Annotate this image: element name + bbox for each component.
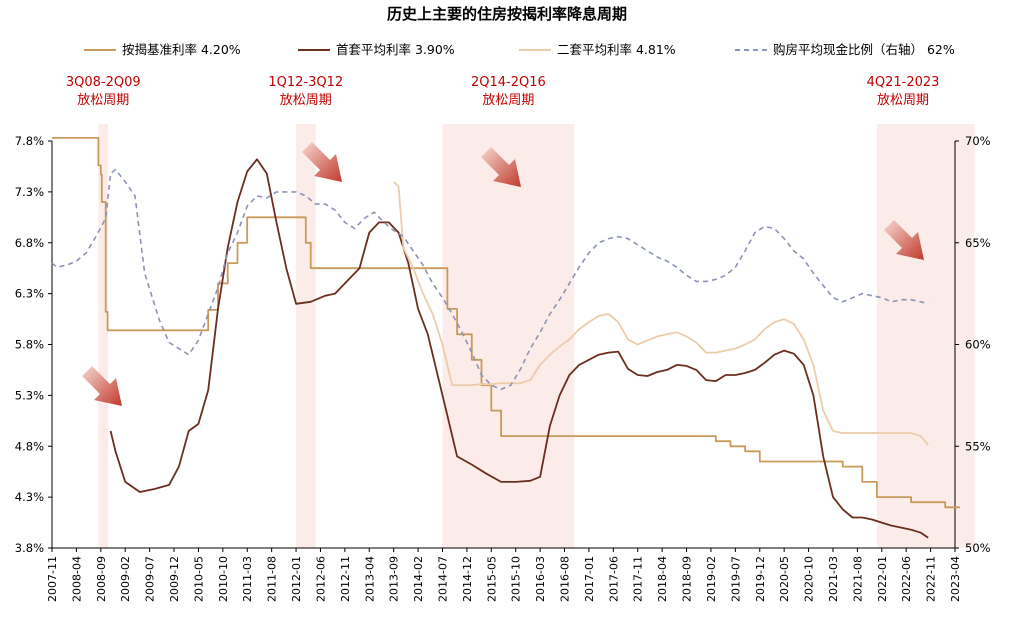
x-tick-label: 2021-03 [827, 556, 840, 602]
y-right-tick-label: 55% [965, 439, 991, 453]
x-tick-label: 2011-08 [266, 556, 279, 602]
x-tick-label: 2014-07 [436, 556, 449, 602]
x-tick-label: 2018-09 [681, 556, 694, 602]
x-tick-label: 2019-02 [705, 556, 718, 602]
easing-period-band [296, 124, 316, 548]
easing-period-label: 4Q21-2023 [867, 75, 940, 90]
y-left-tick-label: 3.8% [15, 541, 44, 555]
easing-period-band [876, 124, 975, 548]
x-tick-label: 2023-04 [949, 556, 962, 602]
easing-period-label: 放松周期 [877, 93, 929, 108]
y-left-tick-label: 7.3% [15, 185, 44, 199]
easing-period-label: 放松周期 [280, 93, 332, 108]
y-right-tick-label: 65% [965, 236, 991, 250]
y-left-tick-label: 6.3% [15, 287, 44, 301]
legend-label: 首套平均利率 3.90% [336, 42, 455, 57]
y-right-tick-label: 60% [965, 338, 991, 352]
easing-period-band [98, 124, 109, 548]
series-line-3 [51, 168, 929, 391]
x-tick-label: 2010-05 [192, 556, 205, 602]
easing-period-band [442, 124, 575, 548]
legend: 按揭基准利率 4.20% 首套平均利率 3.90% 二套平均利率 4.81% 购房平均… [84, 42, 955, 57]
y-left-tick-label: 4.3% [15, 490, 44, 504]
y-right-tick-label: 50% [965, 541, 991, 555]
easing-period-label: 2Q14-2Q16 [471, 75, 546, 90]
x-tick-label: 2008-04 [70, 556, 83, 602]
series-line-0 [52, 137, 960, 509]
axes: 3.8% 4.3% 4.8% 5.3% 5.8% 6.3% 6.8% 7.3% 7.8% 50% 5… [15, 134, 991, 602]
y-left-tick-label: 4.8% [15, 439, 44, 453]
x-tick-label: 2018-04 [656, 556, 669, 602]
series-line-1 [109, 158, 929, 539]
x-tick-label: 2013-04 [363, 556, 376, 602]
x-tick-label: 2012-11 [339, 556, 352, 602]
y-right-tick-label: 70% [965, 134, 991, 148]
x-tick-label: 2012-06 [314, 556, 327, 602]
series-lines [51, 137, 960, 539]
easing-period-label: 放松周期 [77, 93, 129, 108]
x-tick-label: 2007-11 [46, 556, 59, 602]
x-tick-label: 2009-07 [144, 556, 157, 602]
x-tick-label: 2015-05 [485, 556, 498, 602]
y-left-tick-label: 5.8% [15, 338, 44, 352]
x-tick-label: 2022-11 [925, 556, 938, 602]
x-tick-label: 2014-02 [412, 556, 425, 602]
x-tick-label: 2012-01 [290, 556, 303, 602]
down-arrow-icon [481, 147, 521, 187]
x-tick-label: 2011-03 [241, 556, 254, 602]
legend-label: 二套平均利率 4.81% [557, 42, 676, 57]
x-tick-label: 2009-02 [119, 556, 132, 602]
easing-period-label: 1Q12-3Q12 [268, 75, 343, 90]
easing-period-label: 放松周期 [482, 93, 534, 108]
x-tick-label: 2009-12 [168, 556, 181, 602]
x-tick-label: 2021-08 [851, 556, 864, 602]
x-tick-label: 2010-10 [217, 556, 230, 602]
chart-title: 历史上主要的住房按揭利率降息周期 [387, 5, 627, 23]
down-arrow-icon [302, 142, 342, 182]
x-tick-label: 2016-08 [559, 556, 572, 602]
x-tick-label: 2008-09 [95, 556, 108, 602]
x-tick-label: 2020-05 [778, 556, 791, 602]
x-tick-label: 2013-09 [388, 556, 401, 602]
easing-periods: 3Q08-2Q09 放松周期 1Q12-3Q12 放松周期 2Q14-2Q16 放松周期 4… [66, 75, 975, 548]
y-left-tick-label: 7.8% [15, 134, 44, 148]
legend-label: 按揭基准利率 4.20% [122, 42, 241, 57]
x-tick-label: 2014-12 [461, 556, 474, 602]
down-arrow-icon [884, 220, 924, 260]
x-tick-label: 2020-10 [803, 556, 816, 602]
x-tick-label: 2019-12 [754, 556, 767, 602]
easing-period-label: 3Q08-2Q09 [66, 75, 141, 90]
decline-arrows [82, 142, 924, 406]
x-tick-label: 2017-11 [632, 556, 645, 602]
x-tick-label: 2022-06 [900, 556, 913, 602]
legend-label: 购房平均现金比例（右轴） 62% [773, 42, 955, 57]
x-tick-label: 2022-01 [876, 556, 889, 602]
y-left-tick-label: 5.3% [15, 388, 44, 402]
down-arrow-icon [82, 366, 122, 406]
x-tick-label: 2016-03 [534, 556, 547, 602]
x-tick-label: 2019-07 [729, 556, 742, 602]
x-tick-label: 2017-01 [583, 556, 596, 602]
x-tick-label: 2015-10 [510, 556, 523, 602]
series-line-2 [393, 181, 929, 446]
x-tick-label: 2017-06 [607, 556, 620, 602]
y-left-tick-label: 6.8% [15, 236, 44, 250]
